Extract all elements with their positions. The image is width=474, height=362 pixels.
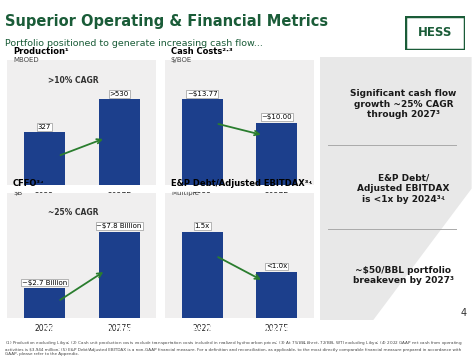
Text: Portfolio positioned to generate increasing cash flow...: Portfolio positioned to generate increas…	[5, 38, 263, 47]
Text: Significant cash flow
growth ~25% CAGR
through 2027³: Significant cash flow growth ~25% CAGR t…	[350, 89, 456, 119]
Bar	[24, 288, 65, 318]
FancyBboxPatch shape	[405, 16, 465, 50]
Text: <1.0x: <1.0x	[266, 264, 288, 269]
Bar	[182, 99, 223, 185]
Bar	[24, 132, 65, 185]
Text: $B: $B	[13, 190, 22, 196]
Text: E&P Debt/Adjusted EBITDAX³ʵ: E&P Debt/Adjusted EBITDAX³ʵ	[171, 179, 311, 188]
Bar	[182, 232, 223, 318]
Text: Significant cash flow growth enables debt reduction & increasing returns to shar: Significant cash flow growth enables deb…	[45, 325, 429, 334]
Polygon shape	[320, 57, 472, 320]
Text: 1.5x: 1.5x	[195, 223, 210, 229]
Text: ~25% CAGR: ~25% CAGR	[48, 209, 99, 218]
Text: HESS: HESS	[418, 26, 452, 39]
Text: ~$50/BBL portfolio
breakeven by 2027³: ~$50/BBL portfolio breakeven by 2027³	[353, 266, 454, 285]
Text: ~$13.77: ~$13.77	[187, 91, 218, 97]
Text: $/BOE: $/BOE	[171, 57, 192, 63]
Text: Superior Operating & Financial Metrics: Superior Operating & Financial Metrics	[5, 14, 328, 29]
Text: >10% CAGR: >10% CAGR	[48, 76, 99, 85]
Text: ~$7.8 Billion: ~$7.8 Billion	[96, 223, 142, 229]
Text: 327: 327	[38, 124, 51, 130]
Text: Multiple: Multiple	[171, 190, 199, 196]
Bar	[256, 123, 298, 185]
Text: >530: >530	[109, 91, 129, 97]
Bar	[256, 272, 298, 318]
Text: Production¹: Production¹	[13, 47, 69, 56]
Text: Cash Costs²‧³: Cash Costs²‧³	[171, 47, 233, 56]
Text: 4: 4	[461, 308, 467, 318]
Text: MBOED: MBOED	[13, 57, 39, 63]
Text: CFFO³ʴ: CFFO³ʴ	[13, 179, 44, 188]
Text: E&P Debt/
Adjusted EBITDAX
is <1x by 2024³ʵ: E&P Debt/ Adjusted EBITDAX is <1x by 202…	[357, 174, 450, 203]
Text: ~$10.00: ~$10.00	[262, 114, 292, 120]
Text: ~$2.7 Billion: ~$2.7 Billion	[22, 279, 67, 286]
Bar	[99, 99, 140, 185]
Text: (1) Production excluding Libya; (2) Cash unit production costs exclude transport: (1) Production excluding Libya; (2) Cash…	[5, 339, 463, 357]
Bar	[99, 232, 140, 318]
